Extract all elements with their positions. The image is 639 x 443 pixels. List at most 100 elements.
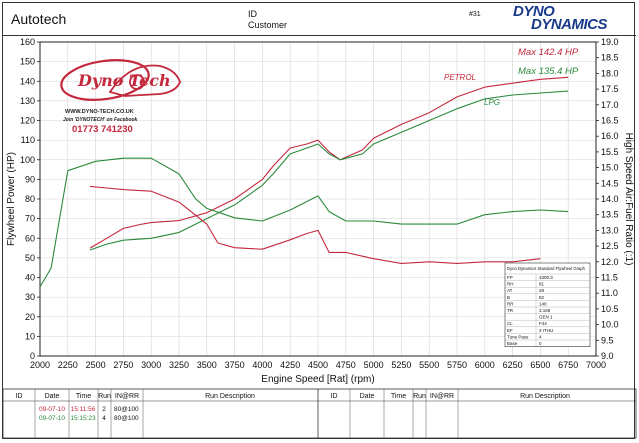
summary-value: 4 (539, 334, 542, 339)
y-tick-label: 110 (21, 135, 35, 145)
x-tick-label: 4500 (308, 360, 328, 370)
dyno-sheet: Autotech ID Customer #31 DYNO DYNAMICS (2, 2, 636, 439)
y-tick-label: 70 (25, 214, 35, 224)
footer-header: Time (391, 393, 406, 400)
petrol-afr-line (89, 185, 541, 264)
x-tick-label: 2250 (58, 360, 78, 370)
summary-key: AT (507, 288, 513, 293)
y2-tick-label: 19.0 (601, 37, 619, 47)
y2-tick-label: 9.0 (601, 351, 614, 361)
summary-key: B (507, 295, 510, 300)
brand-logo-top: DYNO (513, 3, 555, 20)
summary-value: 3.168 (539, 308, 551, 313)
y-tick-label: 130 (20, 96, 35, 106)
chart-series (39, 76, 569, 288)
company-name: Autotech (11, 11, 67, 27)
summary-value: GEN 1 (539, 315, 553, 320)
summary-key: Base (507, 341, 518, 346)
x-tick-label: 6000 (475, 360, 495, 370)
x-tick-label: 2000 (30, 360, 50, 370)
y2-tick-label: 10.0 (601, 320, 619, 330)
footer-header: IN@RR (430, 393, 454, 400)
y-tick-label: 50 (25, 253, 35, 263)
chart-annotations: Max 142.4 HP Max 135.4 HP PETROL LPG (444, 47, 579, 107)
footer-run: 2 (102, 406, 106, 413)
y-tick-label: 30 (25, 292, 35, 302)
x-tick-label: 4250 (280, 360, 300, 370)
x-tick-label: 7000 (586, 360, 606, 370)
x-tick-label: 5500 (419, 360, 439, 370)
logo-facebook: Join 'DYNOTECH' on Facebook (63, 117, 138, 123)
summary-value: 81 (539, 282, 545, 287)
y2-tick-label: 18.5 (601, 53, 619, 63)
sheet-number: #31 (469, 11, 481, 18)
footer-frame (2, 388, 637, 439)
y-tick-label: 0 (30, 351, 35, 361)
footer-header: Date (45, 393, 60, 400)
footer-date: 09-07-10 (39, 406, 65, 413)
x-tick-label: 6750 (558, 360, 578, 370)
footer-header: ID (16, 393, 23, 400)
y-tick-label: 60 (25, 233, 35, 243)
y2-tick-label: 14.5 (601, 178, 619, 188)
summary-value: 1000.3 (539, 275, 553, 280)
y2-tick-label: 11.5 (601, 273, 618, 283)
x-tick-label: 3000 (141, 360, 161, 370)
y2-tick-label: 13.0 (601, 225, 619, 235)
x-tick-label: 4750 (336, 360, 356, 370)
lpg-line (89, 90, 569, 251)
y2-tick-label: 13.5 (601, 210, 619, 220)
dynotech-logo: Dyno Tech WWW.DYNO-TECH.CO.UK Join 'DYNO… (60, 59, 181, 135)
y2-tick-label: 12.0 (601, 257, 619, 267)
x-tick-label: 2500 (86, 360, 106, 370)
footer-header: Run Description (205, 393, 255, 400)
footer-time: 15:11:56 (71, 406, 96, 413)
summary-value: 0 (539, 341, 542, 346)
y-tick-label: 150 (20, 57, 35, 67)
y-tick-label: 40 (25, 273, 35, 283)
y2-tick-label: 16.0 (601, 131, 619, 141)
x-tick-label: 3750 (225, 360, 245, 370)
y-tick-label: 80 (25, 194, 35, 204)
footer-time: 15:15:23 (70, 415, 96, 422)
y2-tick-label: 18.0 (601, 68, 619, 78)
footer-header: Run (413, 393, 426, 400)
y2-tick-label: 10.5 (601, 304, 619, 314)
summary-value: 140 (539, 301, 547, 306)
y-tick-label: 140 (20, 76, 35, 86)
brand-logo-bottom: DYNAMICS (531, 16, 608, 33)
summary-key: Tune Pass (507, 334, 529, 339)
x-tick-label: 6250 (503, 360, 523, 370)
y2-axis-title: High Speed Air:Fuel Ratio (:1) (623, 133, 634, 266)
summary-title: Dyno Dynamics Standard Flywheel Graph (507, 266, 586, 271)
summary-value: 28 (539, 288, 545, 293)
petrol-line (89, 76, 569, 249)
summary-value: 3 ITHU (539, 328, 553, 333)
logo-wordmark: Dyno Tech (77, 71, 171, 90)
summary-box: Dyno Dynamics Standard Flywheel Graph FP 1… (504, 262, 591, 347)
summary-key: FP (507, 275, 513, 280)
y2-tick-label: 16.5 (601, 116, 619, 126)
y-tick-label: 160 (20, 37, 35, 47)
footer-header: IN@RR (115, 393, 139, 400)
footer-header: ID (331, 393, 338, 400)
y2-tick-label: 14.0 (601, 194, 619, 204)
x-tick-label: 4000 (252, 360, 272, 370)
x-tick-label: 5750 (447, 360, 467, 370)
y2-tick-label: 17.0 (601, 100, 619, 110)
y2-tick-label: 9.5 (601, 335, 614, 345)
footer-inrr: 80@100 (114, 406, 139, 413)
y-tick-label: 10 (25, 331, 35, 341)
footer-header: Time (76, 393, 91, 400)
y2-tick-label: 17.5 (601, 84, 619, 94)
logo-url: WWW.DYNO-TECH.CO.UK (65, 109, 134, 115)
y-tick-label: 120 (20, 116, 35, 126)
y2-tick-label: 15.5 (601, 147, 619, 157)
customer-label: Customer (248, 20, 288, 30)
footer-header: Date (360, 393, 375, 400)
x-tick-label: 2750 (113, 360, 133, 370)
sheet-header: Autotech ID Customer #31 DYNO DYNAMICS (3, 3, 636, 36)
id-label: ID (248, 9, 257, 19)
y-tick-label: 20 (25, 312, 35, 322)
x-tick-label: 5000 (364, 360, 384, 370)
